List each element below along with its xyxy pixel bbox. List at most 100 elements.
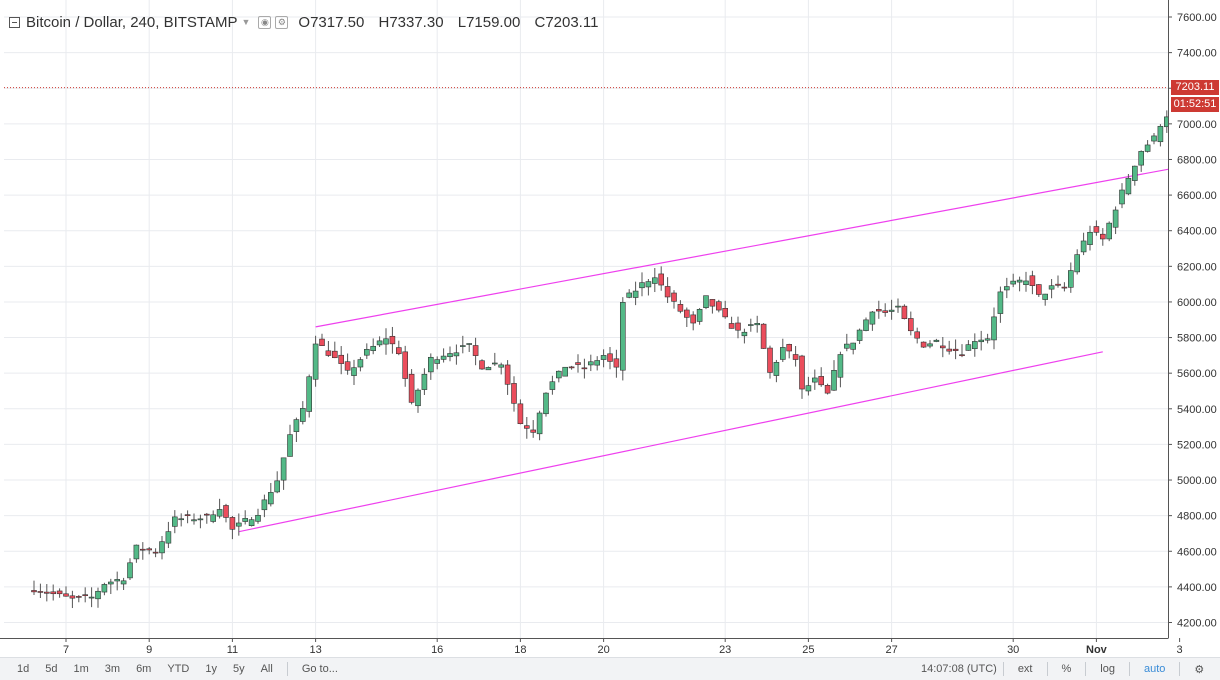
candle-body (287, 434, 293, 457)
candle-body (114, 579, 120, 582)
range-1y-button[interactable]: 1y (205, 663, 217, 675)
time-tick-label: 20 (597, 644, 609, 656)
toolbar-divider (1046, 662, 1048, 676)
candle-body (178, 518, 184, 521)
candle-body (172, 516, 178, 527)
candle-body (491, 362, 498, 365)
candle-body (472, 345, 479, 356)
settings-gear-icon[interactable]: ⚙ (1194, 663, 1205, 676)
ext-button[interactable]: ext (1017, 663, 1033, 675)
candle-body (696, 309, 703, 322)
price-tick-label: 5800.00 (1177, 333, 1217, 345)
candle-body (786, 344, 793, 352)
candle-body (56, 590, 63, 595)
last-price-badge: 7203.11 (1171, 80, 1219, 95)
candle-body (485, 367, 492, 371)
range-all-button[interactable]: All (260, 663, 273, 675)
candle-body (1132, 165, 1138, 181)
eye-icon[interactable]: ◉ (258, 15, 272, 29)
auto-button[interactable]: auto (1143, 663, 1166, 675)
candle-body (242, 518, 248, 522)
candle-body (331, 350, 338, 359)
candle-body (1048, 285, 1055, 290)
candle-body (1061, 286, 1068, 289)
candle-body (735, 322, 741, 331)
candle-body (1093, 226, 1100, 233)
candle-body (754, 323, 761, 326)
candle-body (965, 344, 972, 351)
candle-body (568, 366, 575, 369)
range-ytd-button[interactable]: YTD (167, 663, 190, 675)
candle-body (581, 367, 588, 370)
candle-body (939, 345, 946, 349)
candle-body (997, 291, 1004, 314)
candle-body (1029, 275, 1036, 286)
candle-body (152, 551, 159, 554)
candle-body (1151, 135, 1157, 142)
candle-body (1042, 293, 1048, 300)
trend-channel[interactable] (238, 164, 1193, 533)
candle-body (1074, 254, 1080, 273)
time-tick-label: Nov (1086, 644, 1108, 656)
candle-body (37, 591, 44, 593)
candle-body (824, 385, 831, 394)
candle-body (773, 362, 780, 376)
chart-legend: Bitcoin / Dollar, 240, BITSTAMP ▼ ◉ ⚙ O7… (0, 8, 608, 36)
candle-body (1138, 151, 1144, 166)
range-5d-button[interactable]: 5d (45, 663, 58, 675)
candle-body (882, 310, 889, 313)
candle-body (453, 352, 460, 357)
candle-body (1010, 280, 1017, 285)
candle-body (255, 514, 261, 522)
candle-body (402, 351, 409, 379)
candle-body (856, 329, 863, 341)
range-1m-button[interactable]: 1m (73, 663, 89, 675)
candle-body (43, 591, 50, 594)
candle-body (76, 596, 82, 598)
candle-body (479, 360, 485, 370)
candle-body (376, 340, 383, 346)
candle-body (440, 355, 447, 360)
candle-body (978, 339, 985, 343)
high-value: 7337.30 (389, 13, 444, 31)
candle-body (626, 292, 633, 298)
candle-body (658, 273, 665, 286)
price-tick-label: 4400.00 (1177, 582, 1217, 594)
price-tick-label: 6000.00 (1177, 297, 1217, 309)
candle-body (120, 580, 127, 585)
collapse-icon[interactable] (9, 16, 20, 28)
low-value: 7159.00 (466, 13, 521, 31)
time-tick-label: 23 (719, 644, 731, 656)
range-1d-button[interactable]: 1d (17, 663, 30, 675)
settings-icon[interactable]: ⚙ (275, 15, 289, 29)
candle-body (946, 348, 953, 352)
candle-body (805, 385, 812, 392)
candle-body (223, 505, 229, 518)
bottom-toolbar: 1d 5d 1m 3m 6m YTD 1y 5y All Go to... 14… (0, 657, 1220, 680)
candle-body (664, 286, 671, 298)
candle-body (1016, 279, 1023, 283)
candle-body (530, 429, 537, 433)
symbol-title[interactable]: Bitcoin / Dollar, 240, BITSTAMP (26, 13, 238, 31)
range-5y-button[interactable]: 5y (232, 663, 245, 675)
percent-button[interactable]: % (1061, 663, 1072, 675)
candle-body (338, 354, 345, 364)
log-button[interactable]: log (1100, 663, 1115, 675)
price-tick-label: 6800.00 (1177, 154, 1217, 166)
candle-body (741, 331, 748, 337)
candle-body (907, 318, 914, 332)
chevron-down-icon[interactable]: ▼ (241, 17, 251, 27)
goto-button[interactable]: Go to... (301, 663, 338, 675)
range-6m-button[interactable]: 6m (136, 663, 152, 675)
candle-body (703, 295, 709, 308)
price-tick-label: 4200.00 (1177, 618, 1217, 630)
candle-body (863, 319, 869, 331)
candle-body (843, 343, 850, 349)
candle-body (306, 376, 313, 412)
candle-body (895, 305, 901, 308)
candle-body (210, 514, 216, 522)
range-3m-button[interactable]: 3m (104, 663, 121, 675)
time-tick-label: 9 (146, 644, 152, 656)
time-tick-label: 3 (1177, 644, 1183, 656)
